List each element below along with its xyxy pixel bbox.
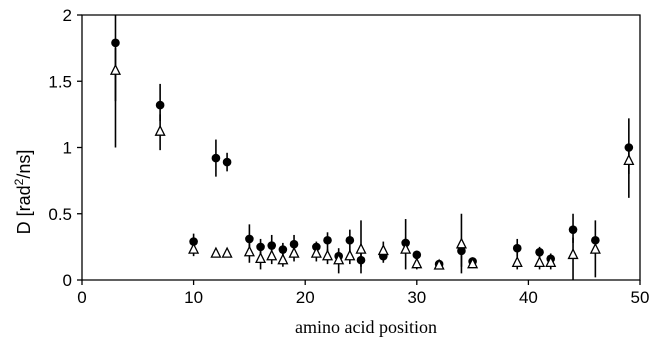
x-tick-label: 40 bbox=[519, 288, 538, 307]
data-point-circle bbox=[512, 243, 522, 253]
data-point-circle bbox=[278, 245, 288, 254]
data-point-circle bbox=[289, 239, 299, 249]
data-point-triangle bbox=[589, 242, 601, 254]
data-point-triangle bbox=[310, 246, 322, 258]
data-point-triangle bbox=[188, 242, 200, 254]
data-point-circle bbox=[256, 242, 265, 252]
y-tick-label: 0.5 bbox=[48, 205, 72, 224]
data-point-circle bbox=[412, 250, 422, 260]
data-point-triangle bbox=[433, 258, 445, 270]
data-point-circle bbox=[245, 234, 254, 244]
data-point-triangle bbox=[411, 257, 423, 269]
data-point-circle bbox=[345, 235, 355, 245]
data-point-triangle bbox=[321, 249, 334, 261]
y-tick-label: 0 bbox=[63, 271, 72, 290]
data-point-circle bbox=[535, 247, 544, 257]
data-point-triangle bbox=[210, 246, 222, 258]
data-point-circle bbox=[624, 143, 634, 152]
data-point-circle bbox=[111, 38, 120, 48]
data-point-circle bbox=[356, 255, 366, 265]
x-tick-label: 20 bbox=[296, 288, 315, 307]
data-point-triangle bbox=[545, 255, 557, 268]
y-tick-label: 2 bbox=[63, 6, 72, 25]
data-point-triangle bbox=[154, 124, 166, 136]
x-tick-label: 50 bbox=[631, 288, 650, 307]
data-point-triangle bbox=[377, 243, 389, 256]
data-point-triangle bbox=[243, 245, 255, 257]
data-point-circle bbox=[211, 153, 221, 163]
data-point-triangle bbox=[400, 242, 412, 254]
data-point-triangle bbox=[467, 257, 479, 269]
data-point-triangle bbox=[266, 249, 278, 261]
x-axis-label: amino acid position bbox=[295, 317, 437, 337]
x-tick-label: 30 bbox=[407, 288, 426, 307]
axis-ticks: 0 10 20 30 40 50 0 0.5 1 1.5 2 bbox=[48, 6, 649, 307]
data-point-circle bbox=[323, 235, 332, 245]
data-point-triangle bbox=[255, 251, 267, 264]
data-point-circle bbox=[189, 237, 198, 246]
data-point-circle bbox=[457, 246, 466, 256]
data-point-triangle bbox=[344, 249, 356, 261]
data-point-triangle bbox=[534, 255, 546, 268]
data-point-triangle bbox=[221, 246, 233, 258]
data-point-triangle bbox=[455, 237, 467, 249]
data-point-circle bbox=[568, 225, 578, 234]
data-point-triangle bbox=[109, 63, 122, 75]
data-point-circle bbox=[591, 235, 600, 245]
y-tick-label: 1.5 bbox=[48, 72, 72, 91]
data-point-circle bbox=[267, 241, 277, 250]
data-point-triangle bbox=[623, 153, 635, 165]
data-point-triangle bbox=[567, 247, 579, 260]
data-point-triangle bbox=[511, 255, 523, 268]
data-point-triangle bbox=[333, 253, 345, 265]
data-point-triangle bbox=[355, 242, 367, 254]
data-point-circle bbox=[155, 100, 165, 110]
data-point-circle bbox=[222, 157, 232, 167]
y-axis-label: D [rad2/ns] bbox=[12, 150, 34, 235]
data-point-triangle bbox=[277, 253, 289, 265]
y-tick-label: 1 bbox=[63, 139, 72, 158]
data-point-triangle bbox=[288, 246, 300, 258]
x-tick-label: 0 bbox=[77, 288, 86, 307]
x-tick-label: 10 bbox=[184, 288, 203, 307]
data-marks bbox=[109, 15, 635, 280]
